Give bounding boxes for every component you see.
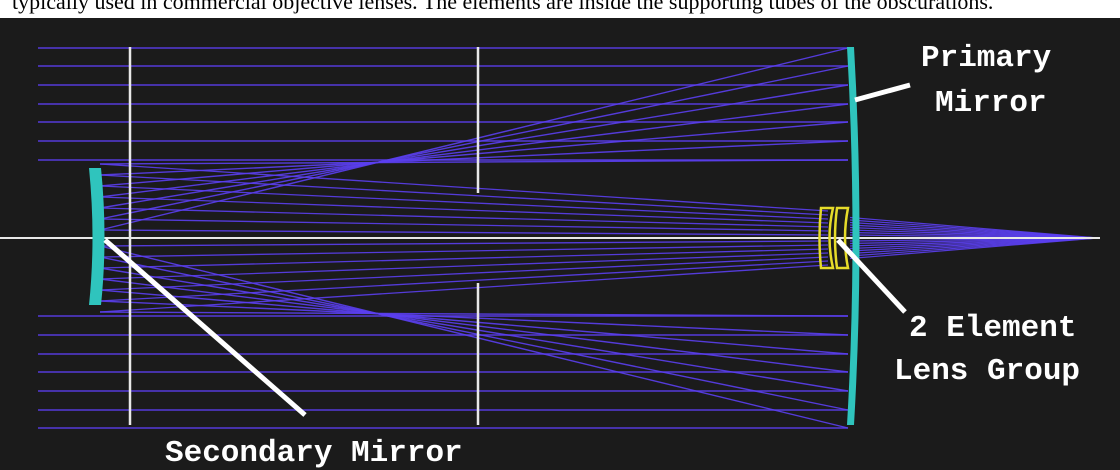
converging-ray — [99, 185, 829, 220]
converging-ray — [99, 240, 829, 247]
reflected-ray — [99, 140, 849, 176]
converging-ray — [99, 264, 829, 313]
primary-mirror-shape — [847, 47, 860, 425]
diagram-background — [0, 18, 1120, 470]
lens-group-shape — [818, 206, 850, 270]
reflected-ray — [99, 256, 849, 411]
reflected-ray — [99, 159, 849, 165]
converging-ray — [99, 196, 829, 224]
optical-diagram: Primary Mirror 2 Element Lens Group Seco… — [0, 18, 1120, 470]
converging-ray — [99, 229, 829, 236]
reflected-ray — [99, 289, 849, 355]
converging-ray — [99, 248, 829, 269]
primary-mirror-leader — [854, 82, 911, 103]
converging-ray — [99, 174, 829, 216]
reflected-ray — [99, 47, 849, 231]
converging-ray — [99, 256, 829, 291]
reflected-ray — [99, 65, 849, 220]
reflected-ray — [99, 121, 849, 187]
secondary-mirror-label: Secondary Mirror — [165, 436, 463, 470]
converging-ray — [99, 218, 829, 232]
focus-ray — [849, 216, 1099, 239]
converging-ray — [99, 244, 829, 258]
lens-group-label-line1: 2 Element — [909, 311, 1076, 346]
lens-group-leader — [836, 238, 907, 314]
primary-mirror-label-line2: Mirror — [935, 86, 1047, 121]
primary-mirror-label-line1: Primary — [921, 41, 1052, 76]
lens-group-label-line2: Lens Group — [894, 354, 1080, 389]
reflected-ray — [99, 84, 849, 209]
reflected-ray — [99, 311, 849, 317]
light-rays — [38, 47, 1099, 429]
reflected-ray — [99, 300, 849, 336]
reflected-ray — [99, 245, 849, 429]
reflected-ray — [99, 267, 849, 392]
secondary-mirror-leader — [103, 238, 307, 417]
converging-ray — [99, 252, 829, 280]
top-caption: typically used in commercial objective l… — [12, 0, 994, 14]
converging-ray — [99, 207, 829, 228]
top-caption-strip: typically used in commercial objective l… — [0, 0, 1120, 18]
secondary-mirror-shape — [89, 168, 105, 305]
focus-ray — [849, 237, 1099, 260]
converging-ray — [99, 260, 829, 302]
converging-ray — [99, 163, 829, 212]
